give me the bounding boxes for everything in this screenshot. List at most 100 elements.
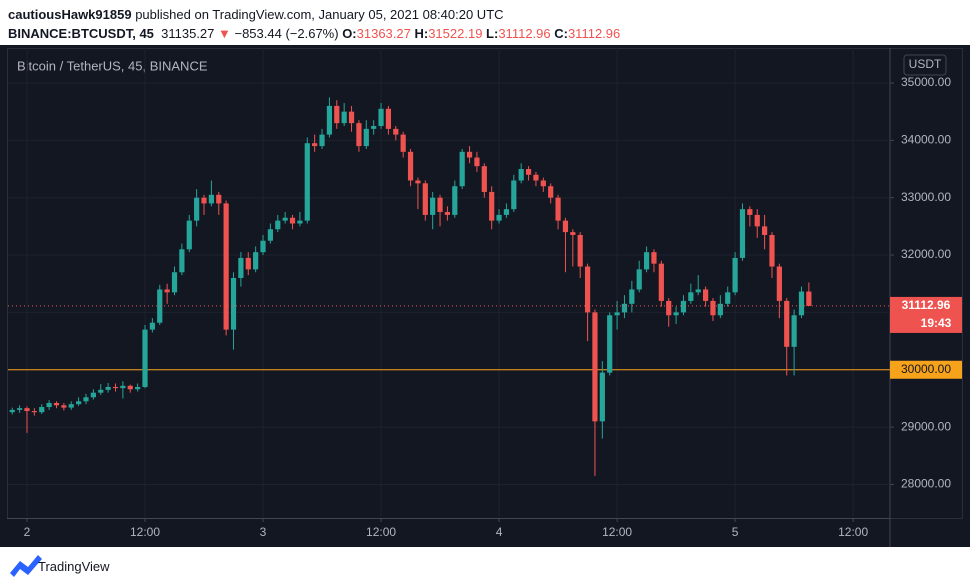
candle-body <box>444 212 451 215</box>
candle-body <box>230 277 237 330</box>
candle-body <box>216 194 222 204</box>
candle-body <box>466 151 473 158</box>
candle-body <box>599 372 605 422</box>
header-text: −853.44 (−2.67%) <box>230 26 343 41</box>
candle-body <box>76 401 82 405</box>
candle-body <box>489 191 495 221</box>
header: cautiousHawk91859 published on TradingVi… <box>0 0 970 45</box>
candle-body <box>297 220 303 224</box>
y-tick-label: 32000.00 <box>901 247 951 261</box>
candle-body <box>31 411 37 413</box>
candle-body <box>201 197 207 204</box>
chart: Bitcoin / TetherUS, 45, BINANCE USDT 280… <box>0 45 970 547</box>
candle-body <box>260 240 266 253</box>
candle-body <box>422 183 428 215</box>
x-tick-label: 12:00 <box>838 525 868 539</box>
level-label-box <box>890 360 962 379</box>
candle-body <box>614 312 620 316</box>
y-tick-label: 28000.00 <box>901 477 951 491</box>
header-text: 31112.96 <box>498 26 555 41</box>
candle-body <box>717 303 723 316</box>
candle-body <box>105 386 111 390</box>
last-price-box <box>890 296 962 333</box>
x-tick-label: 2 <box>24 525 31 539</box>
candle-body <box>83 397 89 402</box>
header-text: BINANCE:BTCUSDT, 45 <box>8 26 154 41</box>
level-label: 30000.00 <box>901 362 951 376</box>
header-text: L: <box>486 26 499 41</box>
candle-body <box>643 252 650 270</box>
candle-body <box>695 289 701 293</box>
candle-body <box>135 386 141 390</box>
logo <box>10 555 42 577</box>
chart-title: Bitcoin / TetherUS, 45, BINANCE <box>17 58 208 73</box>
currency-label: USDT <box>909 57 942 71</box>
footer: TradingView <box>0 547 970 587</box>
candle-body <box>592 312 598 422</box>
candle-body <box>407 151 414 181</box>
candle-body <box>179 249 185 273</box>
candle-body <box>238 257 244 278</box>
header-text: ▼ <box>218 26 231 41</box>
candle-body <box>304 143 310 221</box>
header-text: H: <box>414 26 429 41</box>
candle-body <box>739 209 746 258</box>
candle-body <box>481 166 487 192</box>
candle-body <box>9 409 15 413</box>
y-tick-label: 33000.00 <box>901 190 951 204</box>
candle-body <box>621 303 628 313</box>
candle-body <box>415 180 421 184</box>
candle-body <box>725 292 731 304</box>
candle-body <box>363 128 369 147</box>
candle-body <box>503 209 510 215</box>
candle-body <box>584 266 591 313</box>
brand: TradingView <box>38 559 110 574</box>
candle-body <box>61 405 67 408</box>
candle-body <box>791 315 797 347</box>
candle-body <box>127 385 133 390</box>
x-tick-label: 12:00 <box>130 525 160 539</box>
y-tick-label: 29000.00 <box>901 419 951 433</box>
candle-body <box>112 386 119 389</box>
candle-body <box>784 300 790 347</box>
candle-body <box>341 111 347 124</box>
candle-body <box>732 257 738 293</box>
candle-body <box>312 143 318 147</box>
candle-body <box>371 126 377 129</box>
candle-body <box>90 392 96 398</box>
candle-body <box>223 203 229 330</box>
x-tick-label: 4 <box>496 525 503 539</box>
candle-body <box>120 385 126 389</box>
candle-body <box>673 312 679 316</box>
candle-body <box>754 214 760 227</box>
candle-body <box>157 289 163 323</box>
header-text: cautiousHawk91859 <box>8 7 132 22</box>
candle-body <box>548 186 554 198</box>
candle-body <box>348 111 355 124</box>
candle-body <box>53 403 60 406</box>
candle-body <box>385 108 392 129</box>
candle-body <box>680 300 687 313</box>
header-text: 31522.19 <box>428 26 487 41</box>
candle-body <box>334 105 340 124</box>
publish-line: cautiousHawk91859 published on TradingVi… <box>8 7 504 22</box>
candle-body <box>393 128 399 135</box>
candle-body <box>518 169 524 181</box>
candle-body <box>540 180 546 187</box>
candle-body <box>525 169 532 175</box>
candle-body <box>68 404 74 408</box>
candle-body <box>747 209 753 215</box>
candle-body <box>651 252 657 264</box>
candle-body <box>186 220 192 250</box>
y-tick-label: 35000.00 <box>901 75 951 89</box>
header-text: O: <box>342 26 357 41</box>
header-text: 31112.96 <box>567 26 621 41</box>
header-text: C: <box>554 26 568 41</box>
candle-body <box>459 151 465 187</box>
candle-body <box>437 197 443 213</box>
header-text: 31363.27 <box>356 26 415 41</box>
candle-body <box>710 300 716 316</box>
candle-body <box>194 197 200 221</box>
candle-body <box>326 105 333 135</box>
